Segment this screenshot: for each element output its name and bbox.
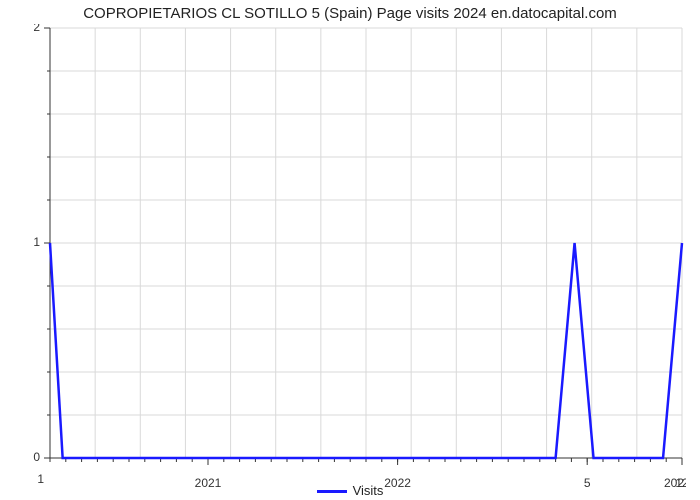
- chart-legend: Visits: [0, 483, 700, 498]
- legend-swatch: [317, 490, 347, 493]
- legend-label: Visits: [353, 483, 384, 498]
- chart-container: COPROPIETARIOS CL SOTILLO 5 (Spain) Page…: [0, 0, 700, 500]
- svg-text:2: 2: [33, 24, 40, 34]
- plot-area: 012202120225121202: [50, 28, 682, 458]
- chart-title: COPROPIETARIOS CL SOTILLO 5 (Spain) Page…: [0, 5, 700, 22]
- svg-text:0: 0: [33, 450, 40, 464]
- svg-text:1: 1: [33, 235, 40, 249]
